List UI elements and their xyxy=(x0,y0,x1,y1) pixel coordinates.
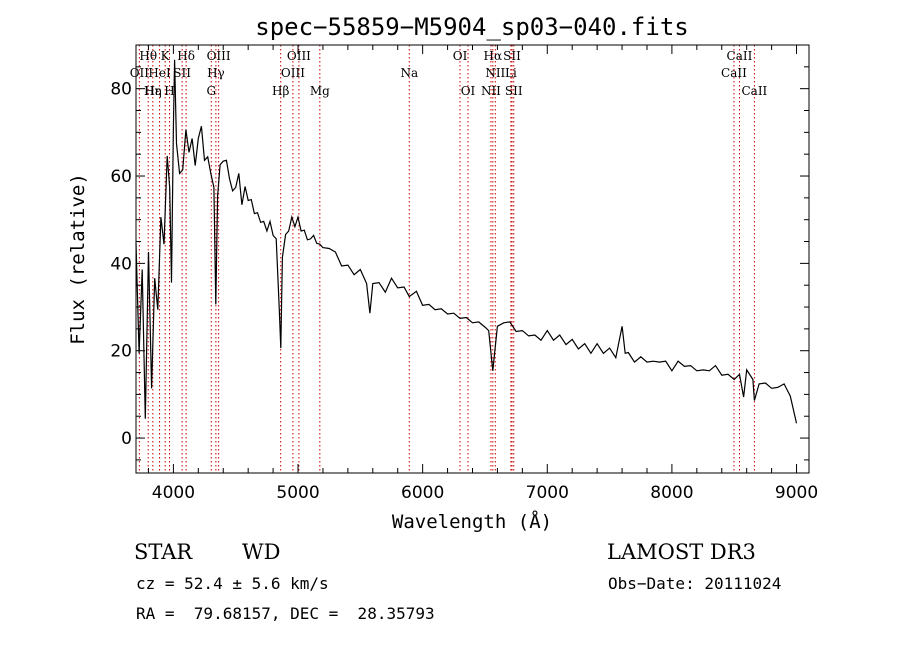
line-label: CaII xyxy=(727,49,753,63)
line-label: Mg xyxy=(310,84,330,98)
line-label: Hε xyxy=(144,84,161,98)
line-label: OI xyxy=(453,49,468,63)
y-tick-label: 60 xyxy=(110,167,132,187)
line-label: Hη xyxy=(144,84,162,98)
line-marker-group xyxy=(138,45,755,473)
y-axis-label: Flux (relative) xyxy=(67,173,89,345)
line-label: OIII xyxy=(281,66,305,80)
object-subclass: WD xyxy=(242,540,281,564)
coordinates: RA = 79.68157, DEC = 28.35793 xyxy=(136,604,435,623)
line-label: H xyxy=(164,84,174,98)
line-label: K xyxy=(161,49,171,63)
y-tick-label: 40 xyxy=(110,254,132,274)
x-tick-label: 9000 xyxy=(775,483,818,503)
line-label: Hα xyxy=(484,49,503,63)
line-label: Hδ xyxy=(177,49,195,63)
line-label: Hθ xyxy=(139,49,157,63)
spectrum-line xyxy=(135,59,798,424)
line-label: SII xyxy=(503,49,521,63)
y-tick-label: 20 xyxy=(110,342,132,362)
line-label: Na xyxy=(400,66,418,80)
y-tick-label: 0 xyxy=(121,429,132,449)
redshift-velocity: cz = 52.4 ± 5.6 km/s xyxy=(136,574,329,593)
plot-frame xyxy=(135,44,810,474)
x-tick-label: 7000 xyxy=(526,483,569,503)
line-label: CaII xyxy=(721,66,747,80)
axis-ticks: 4000 5000 6000 7000 8000 9000 0 20 40 60 80 xyxy=(110,45,818,503)
observation-date: Obs−Date: 20111024 xyxy=(608,574,782,593)
line-label: HeI xyxy=(148,66,171,80)
line-label: Hβ xyxy=(272,84,289,98)
line-label: OI xyxy=(461,84,476,98)
line-label: OIII xyxy=(287,49,311,63)
x-tick-label: 6000 xyxy=(401,483,444,503)
x-tick-label: 4000 xyxy=(152,483,195,503)
line-label: CaII xyxy=(741,84,767,98)
line-label: Li xyxy=(505,66,517,80)
line-label: G xyxy=(206,84,216,98)
line-label: SII xyxy=(173,66,191,80)
x-axis-label: Wavelength (Å) xyxy=(392,510,552,533)
line-label: OIII xyxy=(207,49,231,63)
y-tick-label: 80 xyxy=(110,80,132,100)
x-tick-label: 8000 xyxy=(650,483,693,503)
survey-name: LAMOST DR3 xyxy=(607,540,756,564)
x-tick-label: 5000 xyxy=(276,483,319,503)
line-label: NII xyxy=(481,84,501,98)
object-class: STAR xyxy=(134,540,193,564)
chart-title: spec−55859−M5904_sp03−040.fits xyxy=(255,13,688,41)
line-label: SII xyxy=(505,84,523,98)
line-label: NII xyxy=(485,66,505,80)
line-label: Hγ xyxy=(207,66,225,80)
line-label: OII xyxy=(130,66,150,80)
